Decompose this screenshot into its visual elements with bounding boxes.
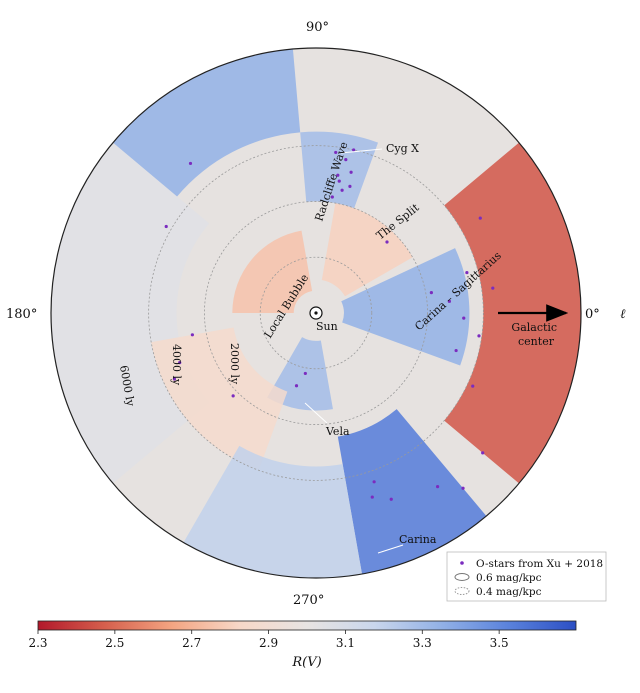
o-star-point — [349, 170, 353, 174]
legend-label-o-stars: O-stars from Xu + 2018 — [476, 558, 603, 570]
o-star-point — [303, 371, 307, 376]
o-star-point — [334, 150, 338, 155]
colorbar-ticks: 2.3 2.5 2.7 2.9 3.1 3.3 3.5 — [28, 630, 509, 650]
ring-label-4000: 4000 ly — [170, 344, 183, 386]
colorbar-tick-label-6: 3.5 — [490, 636, 509, 650]
disc-outline — [50, 47, 582, 579]
o-star-point — [461, 486, 465, 490]
longitude-label-180: 180° — [6, 307, 37, 322]
colorbar-tick-label-2: 2.7 — [182, 636, 201, 650]
region-carina-arm — [337, 409, 487, 574]
o-star-point — [337, 179, 341, 183]
o-star-point — [491, 286, 495, 290]
colorbar-tick-label-0: 2.3 — [28, 636, 47, 650]
o-star-point — [465, 270, 469, 275]
distance-ring-2000 — [259, 256, 373, 370]
colorbar-gradient — [37, 620, 577, 631]
feature-label-cyg-x: Cyg X — [386, 142, 419, 155]
o-star-point — [330, 195, 334, 199]
o-star-point — [164, 224, 168, 229]
rv-regions — [51, 49, 581, 578]
o-star-point — [462, 316, 466, 320]
o-star-point — [471, 384, 475, 388]
galactic-center-label: Galactic center — [511, 321, 560, 348]
colorbar: 2.3 2.5 2.7 2.9 3.1 3.3 3.5 R(V) — [28, 620, 577, 670]
distance-ring-6000 — [148, 145, 484, 481]
colorbar-tick-label-5: 3.3 — [413, 636, 432, 650]
region-carina-sagittarius — [341, 248, 470, 366]
region-radcliffe-region — [232, 230, 313, 313]
polar-map-disc — [50, 47, 582, 579]
region-anticenter-outer — [51, 142, 210, 484]
legend-marker-solid-contour — [454, 573, 470, 581]
sun-marker — [309, 306, 323, 320]
o-star-point — [429, 291, 433, 295]
ring-label-2000: 2000 ly — [228, 343, 241, 385]
feature-label-vela: Vela — [325, 425, 350, 438]
o-star-point — [340, 188, 344, 192]
distance-rings — [148, 145, 484, 481]
region-outer-north — [112, 49, 301, 197]
o-star-point — [188, 161, 193, 166]
o-star-point — [447, 299, 451, 303]
o-star-points — [164, 148, 495, 501]
legend-label-06: 0.6 mag/kpc — [476, 572, 542, 584]
longitude-label-90: 90° — [306, 20, 329, 35]
o-star-point — [435, 485, 440, 489]
o-star-point — [178, 361, 182, 365]
o-star-point — [372, 480, 376, 484]
legend-label-04: 0.4 mag/kpc — [476, 586, 542, 598]
legend: O-stars from Xu + 2018 0.6 mag/kpc 0.4 m… — [446, 551, 607, 602]
colorbar-label: R(V) — [291, 655, 321, 670]
o-star-point — [389, 497, 393, 501]
o-star-point — [370, 495, 374, 499]
longitude-label-270: 270° — [293, 593, 324, 608]
region-south-far — [183, 445, 363, 578]
o-star-point — [481, 451, 485, 455]
legend-marker-o-stars — [460, 561, 464, 565]
o-star-point — [336, 173, 340, 177]
o-star-point — [190, 333, 194, 337]
o-star-point — [344, 158, 348, 162]
legend-box — [446, 551, 607, 602]
o-star-point — [454, 348, 458, 353]
o-star-point — [231, 394, 235, 398]
o-star-point — [294, 384, 299, 388]
o-star-point — [352, 148, 356, 152]
colorbar-tick-label-1: 2.5 — [105, 636, 124, 650]
colorbar-tick-label-4: 3.1 — [336, 636, 355, 650]
o-star-point — [478, 216, 482, 220]
axis-symbol-l: ℓ — [620, 307, 626, 322]
legend-marker-dotted-contour — [454, 587, 470, 595]
colorbar-tick-label-3: 2.9 — [259, 636, 278, 650]
distance-ring-4000 — [204, 201, 428, 425]
o-star-point — [477, 334, 481, 338]
o-star-point — [348, 184, 352, 188]
o-star-point — [172, 377, 177, 381]
region-southwest-field — [151, 327, 288, 471]
region-split-region — [321, 203, 413, 297]
feature-label-sun: Sun — [316, 320, 338, 333]
o-star-point — [385, 240, 389, 244]
longitude-label-0: 0° — [585, 307, 600, 322]
feature-label-carina: Carina — [399, 533, 437, 546]
